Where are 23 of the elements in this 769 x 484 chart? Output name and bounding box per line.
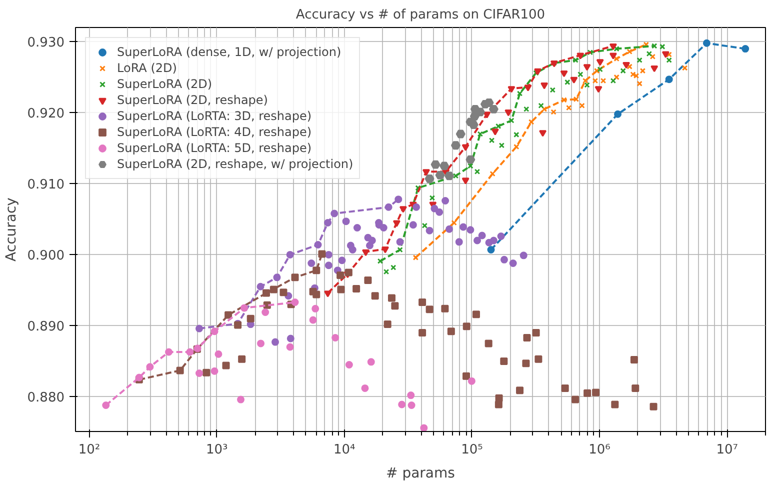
- y-tick-label: 0.900: [27, 248, 64, 264]
- legend-label: SuperLoRA (LoRTA: 5D, reshape): [117, 140, 312, 156]
- y-axis-title: Accuracy: [3, 198, 20, 262]
- y-tick-label: 0.930: [27, 36, 64, 51]
- legend-label: SuperLoRA (2D, reshape, w/ projection): [117, 156, 354, 172]
- x-axis-title: # params: [386, 466, 455, 482]
- x-tick-label: 10⁶: [588, 442, 610, 458]
- legend-label: SuperLoRA (2D, reshape): [117, 92, 268, 108]
- x-tick-label: 10²: [78, 442, 100, 458]
- x-tick-label: 10³: [206, 442, 228, 458]
- legend-label: LoRA (2D): [117, 60, 177, 76]
- legend-label: SuperLoRA (dense, 1D, w/ projection): [117, 44, 342, 60]
- y-tick-label: 0.890: [27, 320, 64, 335]
- x-tick-label: 10⁵: [461, 442, 483, 458]
- y-tick-label: 0.880: [27, 390, 64, 406]
- legend-label: SuperLoRA (LoRTA: 4D, reshape): [117, 124, 312, 140]
- x-tick-label: 10⁴: [334, 442, 356, 458]
- y-tick-label: 0.910: [27, 178, 64, 193]
- y-tick-label: 0.920: [27, 106, 64, 122]
- legend-label: SuperLoRA (2D): [117, 76, 212, 92]
- x-tick-label: 10⁷: [716, 442, 738, 458]
- legend-label: SuperLoRA (LoRTA: 3D, reshape): [117, 108, 312, 124]
- chart-title: Accuracy vs # of params on CIFAR100: [296, 8, 546, 22]
